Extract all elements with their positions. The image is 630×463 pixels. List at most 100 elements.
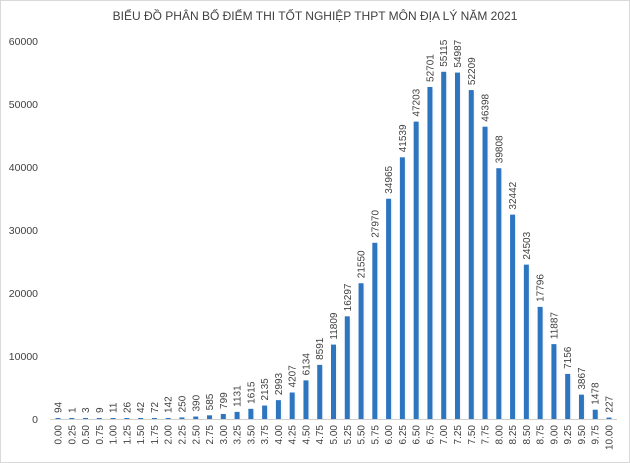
x-tick-label: 5.00	[329, 425, 340, 445]
x-tick-label: 2.50	[191, 425, 202, 445]
data-label: 32442	[508, 181, 519, 209]
data-label: 54987	[453, 39, 464, 67]
bar	[220, 413, 226, 419]
y-tick-label: 50000	[9, 99, 38, 111]
bar	[165, 418, 171, 419]
x-tick-label: 0.25	[67, 425, 78, 445]
bar	[207, 415, 213, 419]
data-label: 4207	[288, 365, 299, 388]
x-tick-label: 6.75	[425, 425, 436, 445]
x-tick-label: 2.75	[205, 425, 216, 445]
bar	[331, 344, 336, 419]
data-label: 799	[219, 392, 230, 409]
x-tick-label: 3.00	[219, 425, 230, 445]
x-tick-label: 5.25	[343, 425, 354, 445]
data-label: 1478	[591, 382, 602, 405]
bar	[83, 418, 89, 419]
bar	[262, 405, 268, 419]
x-tick-label: 2.25	[177, 425, 188, 445]
data-label: 11809	[329, 312, 340, 340]
chart-title: BIỂU ĐỒ PHÂN BỐ ĐIỂM THI TỐT NGHIỆP THPT…	[112, 9, 518, 23]
bar	[592, 409, 598, 419]
bar	[413, 121, 419, 420]
bar	[482, 126, 488, 419]
bar	[386, 198, 392, 419]
bar	[358, 283, 364, 419]
data-label: 585	[205, 393, 216, 410]
data-label: 11	[109, 402, 120, 413]
x-tick-label: 9.50	[577, 425, 588, 445]
bar	[468, 90, 474, 419]
data-label: 27970	[370, 210, 381, 238]
y-tick-label: 20000	[9, 288, 38, 300]
x-tick-label: 9.75	[591, 425, 602, 445]
data-label: 2993	[274, 372, 285, 395]
bar	[510, 214, 516, 419]
data-label: 39808	[494, 135, 505, 163]
data-label: 1131	[233, 385, 244, 407]
data-label: 1615	[246, 381, 257, 404]
x-tick-label: 0.00	[54, 425, 65, 445]
x-tick-label: 8.50	[522, 425, 533, 445]
y-tick-label: 60000	[9, 36, 38, 48]
x-tick-label: 9.00	[549, 425, 560, 445]
data-label: 9	[95, 407, 106, 413]
bar	[427, 86, 433, 419]
x-tick-label: 4.25	[288, 425, 299, 445]
x-tick-label: 6.25	[398, 425, 409, 445]
data-label: 34965	[384, 165, 395, 193]
bar	[496, 168, 502, 419]
bar	[69, 418, 75, 419]
x-tick-label: 1.50	[136, 425, 147, 445]
x-tick-label: 5.75	[370, 425, 381, 445]
data-label: 8591	[315, 337, 326, 360]
data-label: 52701	[425, 54, 436, 82]
data-label: 72	[150, 401, 161, 413]
data-label: 24503	[522, 231, 533, 259]
bar	[399, 157, 405, 419]
y-tick-label: 10000	[9, 351, 38, 363]
x-tick-label: 6.00	[384, 425, 395, 445]
bar	[234, 411, 240, 419]
data-label: 2135	[260, 378, 271, 401]
bar	[551, 344, 557, 419]
bar	[441, 71, 447, 419]
data-label: 390	[191, 394, 202, 411]
x-tick-label: 0.50	[81, 425, 92, 445]
data-label: 41539	[398, 124, 409, 152]
bar	[606, 417, 612, 419]
data-label: 250	[177, 395, 188, 412]
x-tick-label: 1.00	[109, 425, 120, 445]
data-label: 26	[122, 401, 133, 413]
y-tick-label: 30000	[9, 225, 38, 237]
bar	[372, 242, 378, 419]
data-label: 21550	[357, 250, 368, 278]
data-label: 3867	[577, 367, 588, 390]
y-tick-label: 40000	[9, 162, 38, 174]
bar	[124, 418, 130, 419]
x-tick-label: 4.75	[315, 425, 326, 445]
x-tick-label: 1.25	[122, 425, 133, 445]
data-label: 94	[54, 401, 65, 413]
data-label: 11887	[549, 312, 560, 340]
data-label: 142	[164, 396, 175, 413]
x-tick-label: 5.50	[357, 425, 368, 445]
bar	[317, 364, 323, 419]
x-tick-label: 6.50	[412, 425, 423, 445]
data-label: 227	[605, 395, 616, 412]
x-tick-label: 8.25	[508, 425, 519, 445]
bar	[55, 418, 61, 419]
x-tick-label: 7.00	[439, 425, 450, 445]
x-tick-label: 9.25	[563, 425, 574, 445]
bar	[179, 417, 185, 419]
y-tick-label: 0	[32, 414, 38, 426]
x-tick-label: 7.50	[467, 425, 478, 445]
data-label: 17796	[536, 274, 547, 302]
x-tick-label: 4.00	[274, 425, 285, 445]
bar	[523, 264, 529, 419]
x-tick-label: 8.00	[494, 425, 505, 445]
bar	[344, 316, 350, 419]
data-label: 52209	[467, 57, 478, 85]
bar	[110, 418, 116, 419]
